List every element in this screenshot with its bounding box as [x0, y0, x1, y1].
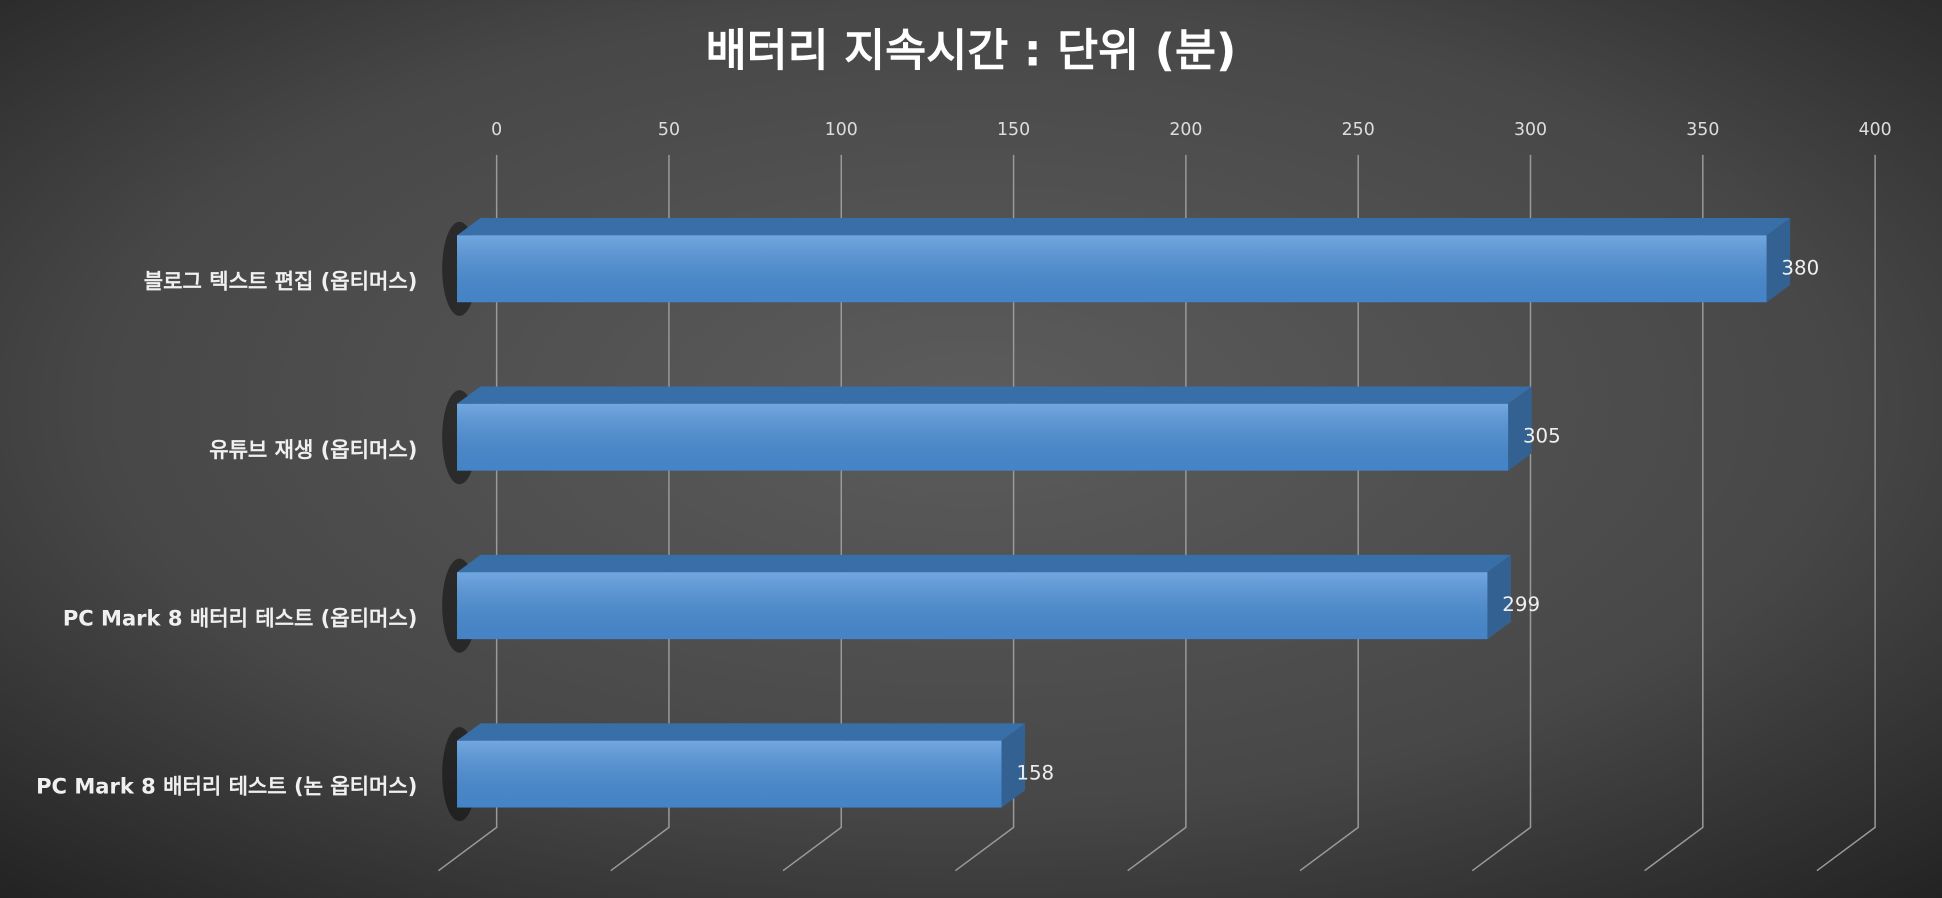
bar-side-shade [1766, 218, 1791, 303]
bar-top-shade [457, 554, 1511, 573]
value-label: 305 [1523, 425, 1561, 448]
x-tick-label: 0 [491, 120, 502, 140]
bar-top-shade [457, 218, 1791, 236]
bar-side [1001, 723, 1026, 808]
y-tick-label: PC Mark 8 배터리 테스트 (논 옵티머스) [36, 774, 417, 799]
value-label: 299 [1502, 593, 1540, 616]
chart-title: 배터리 지속시간 : 단위 (분) [706, 24, 1237, 76]
x-tick-label: 350 [1686, 120, 1719, 140]
bar-shine [457, 572, 1488, 640]
bar-top [457, 554, 1511, 573]
bar-top [457, 386, 1532, 404]
bar-side-shade [1487, 554, 1511, 640]
grid-line [1299, 154, 1359, 872]
grid-line [437, 154, 498, 872]
bar-top-shade [457, 723, 1026, 741]
x-tick-label: 150 [997, 120, 1030, 140]
bar-top [457, 218, 1791, 236]
bar-shine [457, 235, 1767, 303]
bar-side [1766, 218, 1791, 303]
bar-side [1508, 386, 1532, 471]
grid-line [1816, 154, 1876, 872]
x-tick-label: 300 [1514, 120, 1547, 140]
bar-shine [457, 740, 1002, 808]
x-tick-label: 400 [1859, 120, 1892, 140]
grid-line [1127, 154, 1187, 872]
y-tick-label: 유튜브 재생 (옵티머스) [209, 437, 417, 462]
x-tick-label: 250 [1342, 120, 1375, 140]
value-label: 158 [1016, 762, 1054, 785]
grid-line [954, 154, 1015, 872]
x-tick-label: 100 [825, 120, 858, 140]
x-tick-label: 50 [658, 120, 680, 140]
grid-line [610, 154, 670, 872]
y-tick-label: 블로그 텍스트 편집 (옵티머스) [144, 268, 418, 293]
grid-line [1471, 154, 1532, 872]
bar-top-shade [457, 386, 1532, 404]
bar-side-shade [1508, 386, 1532, 471]
grid-line [782, 154, 843, 872]
bar-shine [457, 403, 1509, 471]
bar-top [457, 723, 1026, 741]
x-tick-label: 200 [1169, 120, 1202, 140]
y-tick-label: PC Mark 8 배터리 테스트 (옵티머스) [63, 605, 418, 630]
value-label: 380 [1781, 256, 1819, 279]
bar-side-shade [1001, 723, 1026, 808]
grid-line [1644, 154, 1704, 872]
bar-side [1487, 554, 1511, 640]
